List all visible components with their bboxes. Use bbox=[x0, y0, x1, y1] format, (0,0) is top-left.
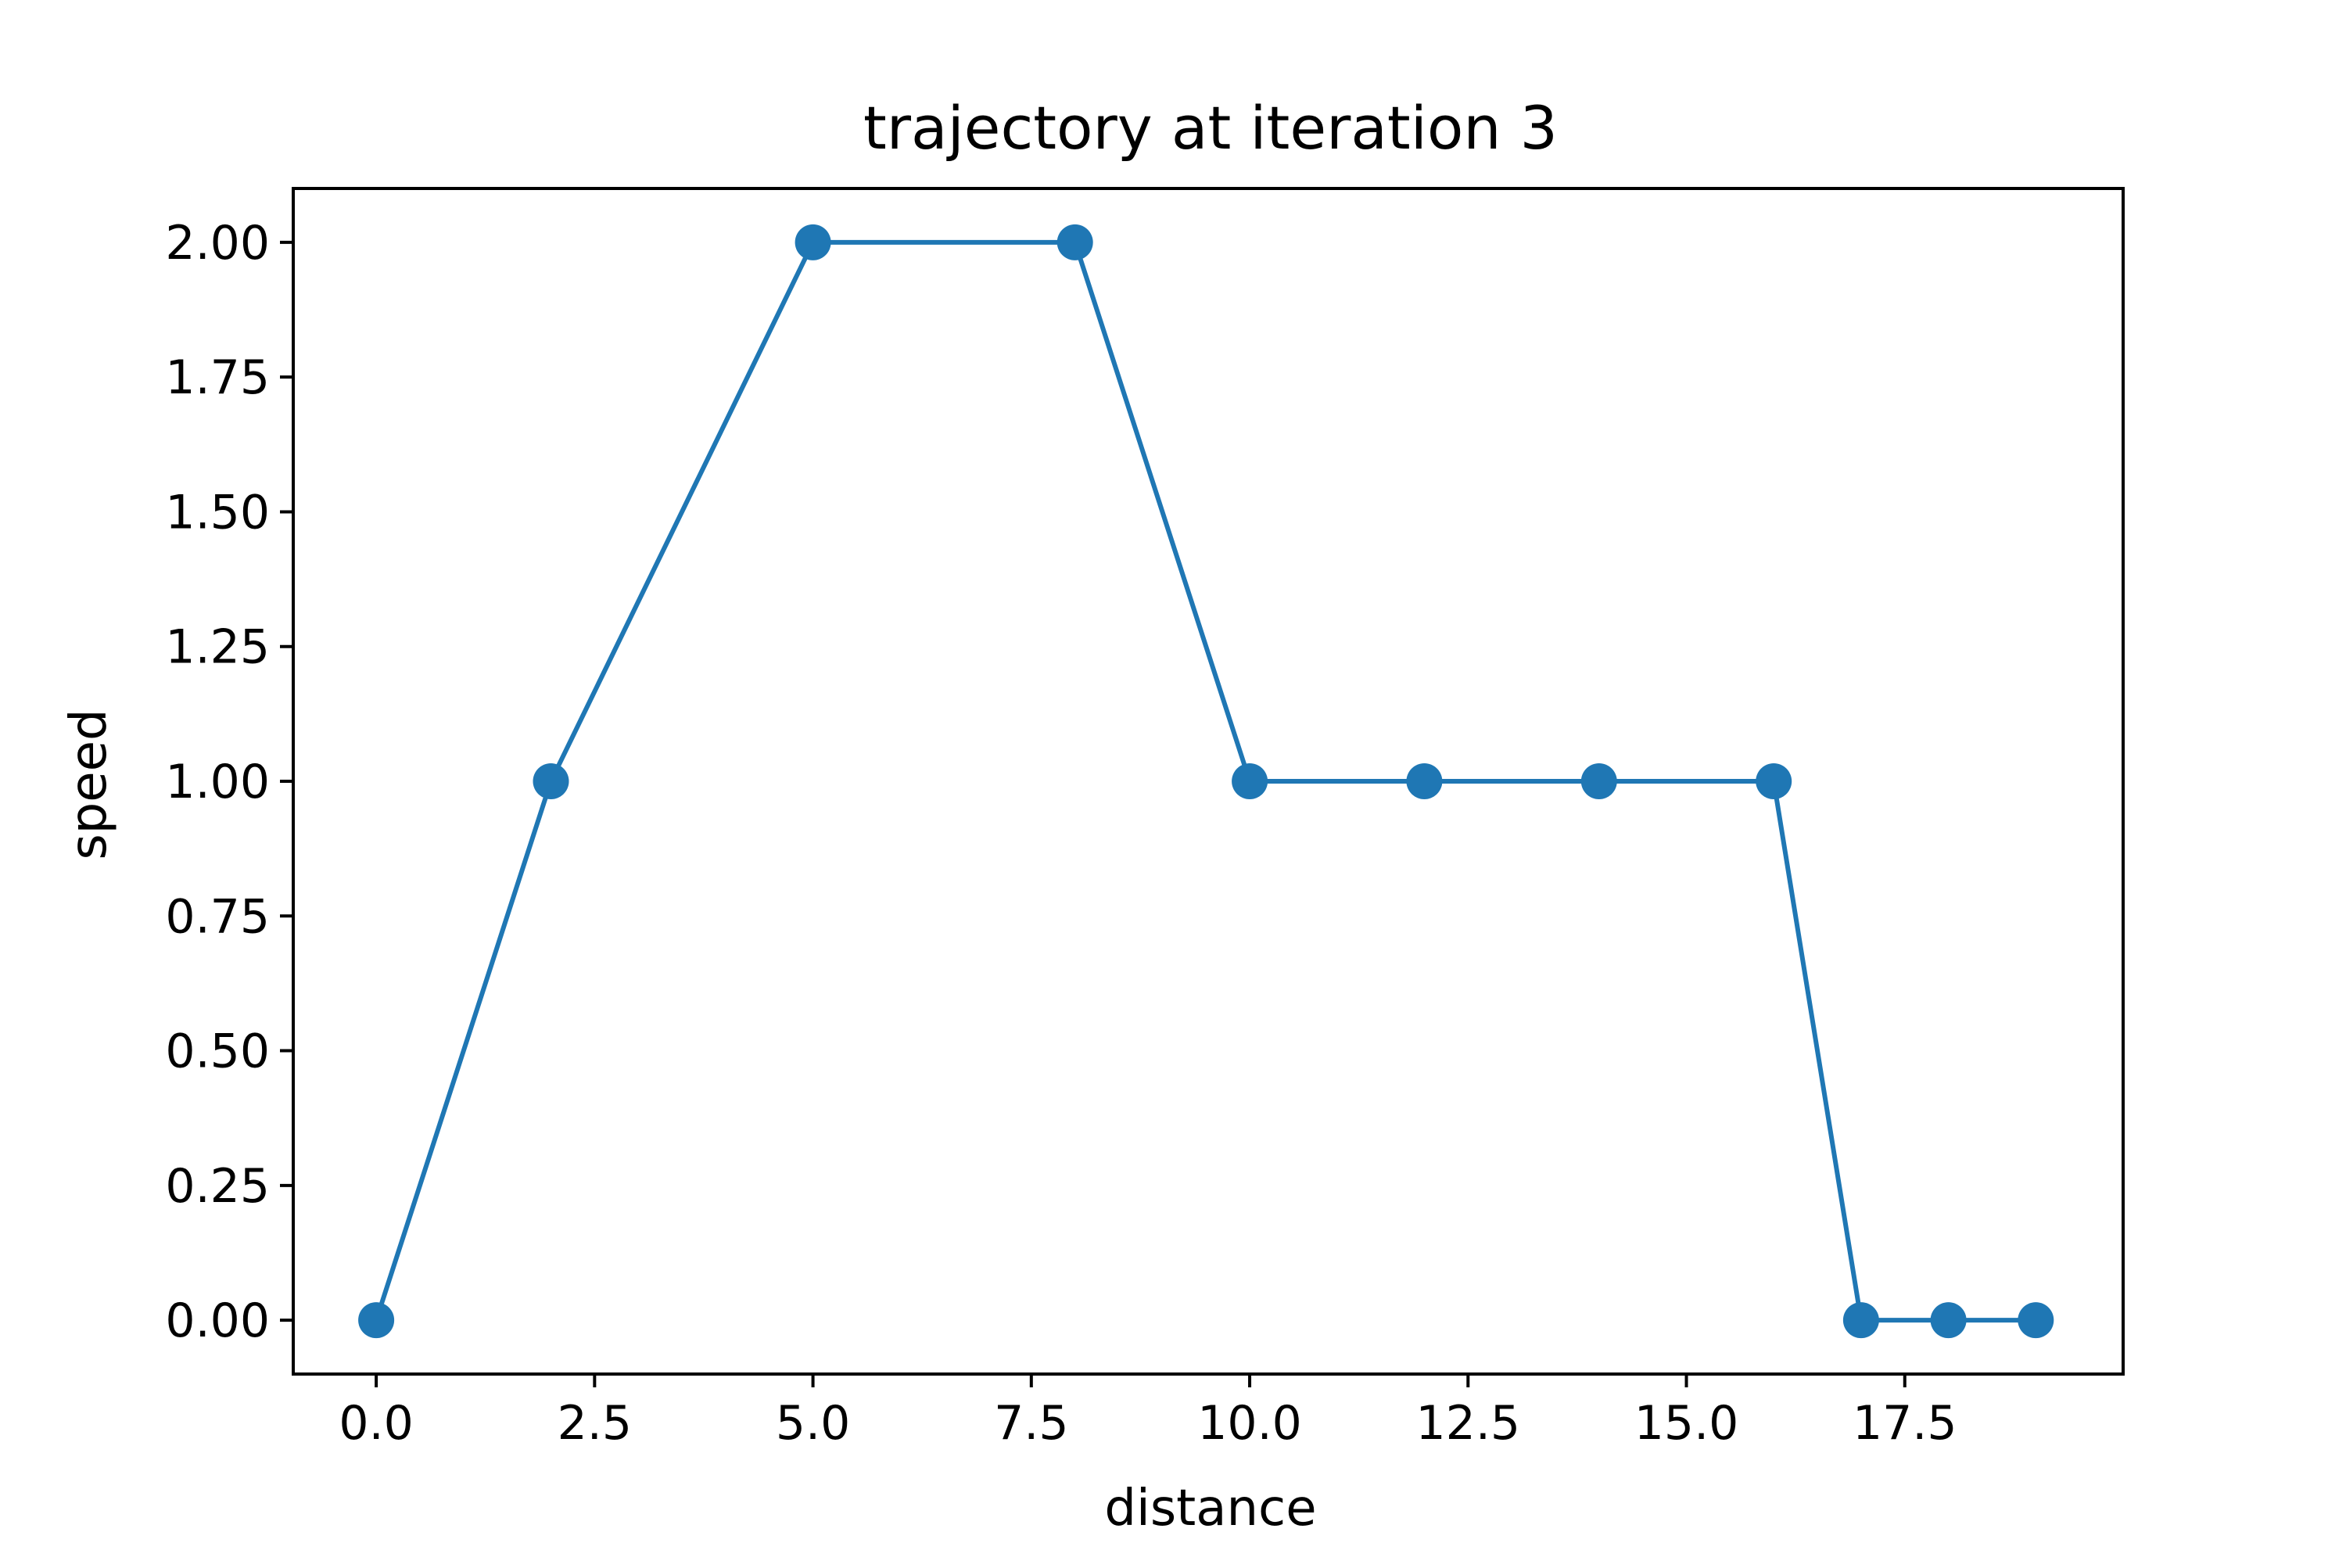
data-point-marker bbox=[358, 1302, 395, 1339]
data-point-marker bbox=[533, 763, 569, 799]
y-tick-label: 0.75 bbox=[165, 889, 270, 944]
data-point-marker bbox=[1930, 1302, 1967, 1339]
x-tick-label: 15.0 bbox=[1634, 1396, 1739, 1451]
y-tick-label: 1.75 bbox=[165, 350, 270, 405]
x-axis-label: distance bbox=[1104, 1480, 1316, 1538]
y-tick-label: 0.25 bbox=[165, 1159, 270, 1214]
plot-area bbox=[292, 187, 2125, 1376]
x-tick-label: 10.0 bbox=[1197, 1396, 1302, 1451]
x-tick-label: 17.5 bbox=[1853, 1396, 1957, 1451]
y-tick-label: 0.50 bbox=[165, 1024, 270, 1079]
data-point-marker bbox=[795, 224, 831, 260]
data-point-marker bbox=[1756, 763, 1792, 799]
data-point-marker bbox=[1056, 224, 1093, 260]
y-tick-label: 1.00 bbox=[165, 755, 270, 809]
y-axis-ticks: 0.00 0.25 0.50 0.75 1.00 1.25 1.50 1.75 2.00 bbox=[165, 216, 293, 1348]
chart-title: trajectory at iteration 3 bbox=[863, 93, 1558, 163]
x-tick-label: 0.0 bbox=[339, 1396, 413, 1451]
x-tick-label: 2.5 bbox=[558, 1396, 632, 1451]
y-tick-label: 2.00 bbox=[165, 216, 270, 271]
y-axis-label: speed bbox=[60, 709, 118, 859]
y-tick-label: 1.50 bbox=[165, 485, 270, 540]
y-tick-label: 0.00 bbox=[165, 1294, 270, 1348]
x-tick-label: 5.0 bbox=[776, 1396, 850, 1451]
x-tick-label: 12.5 bbox=[1415, 1396, 1520, 1451]
data-point-marker bbox=[2018, 1302, 2054, 1339]
x-tick-label: 7.5 bbox=[994, 1396, 1068, 1451]
data-point-marker bbox=[1842, 1302, 1879, 1339]
data-point-marker bbox=[1232, 763, 1268, 799]
y-tick-label: 1.25 bbox=[165, 620, 270, 675]
x-axis-ticks: 0.0 2.5 5.0 7.5 10.0 12.5 15.0 17.5 bbox=[339, 1374, 1957, 1451]
data-point-marker bbox=[1406, 763, 1443, 799]
data-point-marker bbox=[1580, 763, 1617, 799]
